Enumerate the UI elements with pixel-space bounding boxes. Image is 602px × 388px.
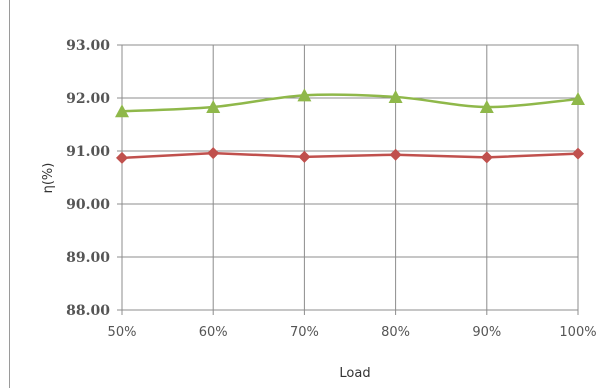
- x-tick-label: 90%: [472, 325, 501, 340]
- series-layer: [115, 88, 585, 164]
- x-tick-label: 60%: [199, 325, 228, 340]
- x-tick-label: 80%: [381, 325, 410, 340]
- triangle-marker: [388, 89, 403, 103]
- y-tick-label: 90.00: [66, 197, 110, 213]
- x-axis-label: Load: [339, 366, 370, 381]
- plot-area-border: [121, 44, 579, 311]
- y-tick-label: 89.00: [66, 250, 110, 266]
- frame-left-border: [9, 0, 10, 388]
- x-tick-label: 50%: [108, 325, 137, 340]
- y-tick-label: 88.00: [66, 303, 110, 319]
- triangle-marker: [297, 88, 312, 102]
- y-axis-ticks: 88.00 89.00 90.00 91.00 92.00 93.00: [66, 38, 110, 319]
- y-tick-label: 92.00: [66, 91, 110, 107]
- grid-layer: [117, 44, 579, 315]
- x-tick-label: 70%: [290, 325, 319, 340]
- series-line-1: [121, 93, 579, 113]
- triangle-marker: [479, 100, 494, 114]
- y-tick-label: 93.00: [66, 38, 110, 54]
- series-line-2: [121, 151, 579, 160]
- triangle-marker: [571, 92, 585, 106]
- diamond-marker: [389, 148, 402, 161]
- diamond-marker: [298, 150, 311, 163]
- x-tick-label: 100%: [559, 325, 596, 340]
- diamond-marker: [480, 151, 493, 164]
- diamond-marker: [572, 147, 584, 160]
- x-axis-ticks: 50% 60% 70% 80% 90% 100%: [108, 325, 597, 340]
- diamond-marker: [207, 147, 220, 160]
- y-axis-label: η(%): [41, 163, 56, 194]
- triangle-marker: [206, 100, 221, 114]
- triangle-marker: [115, 104, 129, 118]
- y-tick-label: 91.00: [66, 144, 110, 160]
- diamond-marker: [116, 151, 128, 164]
